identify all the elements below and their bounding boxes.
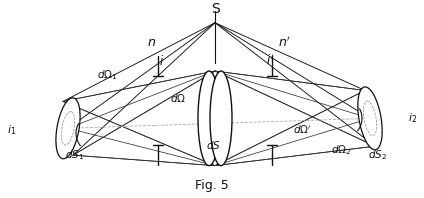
Text: $d\Omega$: $d\Omega$ (170, 92, 186, 104)
Text: $i_1$: $i_1$ (7, 123, 17, 137)
Ellipse shape (198, 71, 220, 166)
Text: $dS$: $dS$ (206, 139, 220, 151)
Text: $i'$: $i'$ (266, 53, 274, 68)
Text: $i$: $i$ (159, 54, 165, 68)
Text: S: S (211, 2, 219, 16)
Text: $d\Omega_1$: $d\Omega_1$ (97, 69, 117, 82)
Text: $i_2$: $i_2$ (408, 111, 418, 125)
Text: Fig. 5: Fig. 5 (195, 179, 229, 191)
Text: $dS_1$: $dS_1$ (65, 148, 84, 162)
Text: $d\Omega_2$: $d\Omega_2$ (331, 143, 351, 157)
Ellipse shape (210, 71, 232, 166)
Text: $n$: $n$ (148, 36, 156, 49)
Text: $n'$: $n'$ (278, 35, 290, 50)
Ellipse shape (358, 87, 382, 150)
Ellipse shape (56, 98, 80, 159)
Text: $dS_2$: $dS_2$ (368, 148, 388, 162)
Text: $d\Omega'$: $d\Omega'$ (293, 124, 311, 136)
